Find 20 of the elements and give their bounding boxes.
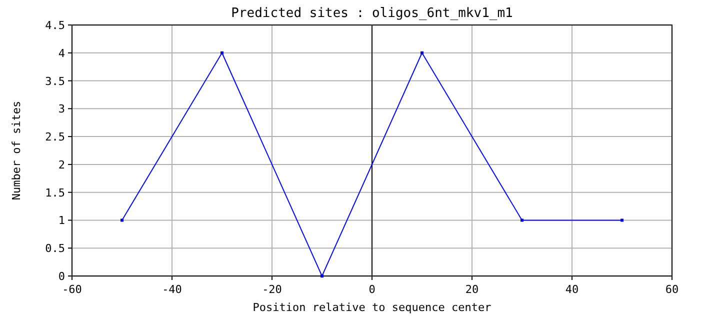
y-axis-title: Number of sites	[10, 100, 23, 200]
y-tick-label: 0.5	[45, 242, 65, 256]
x-tick-label: 0	[368, 283, 376, 296]
y-tick-label: 4.5	[45, 19, 65, 32]
y-tick-label: 3	[58, 102, 65, 116]
y-tick-label: 0	[58, 270, 65, 283]
y-tick-label: 3.5	[45, 74, 65, 88]
y-tick-label: 1.5	[45, 186, 65, 200]
y-tick-label: 2.5	[45, 130, 65, 144]
x-tick-label: 40	[565, 283, 579, 296]
y-tick-label: 2	[58, 158, 65, 172]
x-tick-label: -60	[62, 283, 82, 296]
x-tick-label: -40	[162, 283, 182, 296]
x-axis-title: Position relative to sequence center	[252, 301, 492, 314]
x-tick-label: -20	[262, 283, 282, 296]
y-tick-label: 4	[58, 46, 66, 60]
chart-title: Predicted sites : oligos_6nt_mkv1_m1	[231, 6, 513, 21]
y-tick-label: 1	[58, 214, 65, 228]
x-tick-label: 20	[465, 283, 479, 296]
x-tick-label: 60	[665, 283, 679, 296]
